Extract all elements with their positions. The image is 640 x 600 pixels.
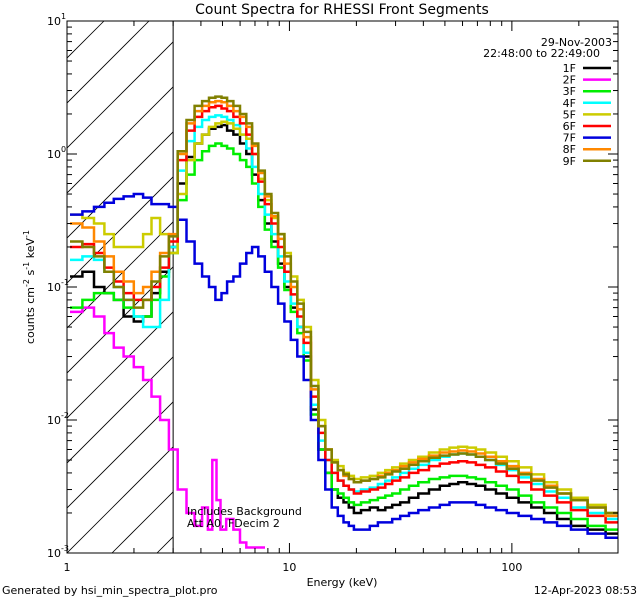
hatch-line: [67, 221, 174, 329]
x-tick-label: 1: [64, 561, 71, 574]
x-tick-label: 10: [282, 561, 296, 574]
y-tick-base: 10: [47, 148, 61, 161]
chart-title: Count Spectra for RHESSI Front Segments: [195, 2, 489, 18]
footer-timestamp: 12-Apr-2023 08:53: [534, 584, 637, 597]
y-tick-exponent: -1: [61, 278, 69, 287]
y-tick-label: 10-3: [47, 544, 69, 560]
legend-label-1F: 1F: [563, 62, 576, 75]
legend-label-9F: 9F: [563, 155, 576, 168]
y-tick-base: 10: [47, 281, 61, 294]
y-tick-base: 10: [47, 15, 61, 28]
legend-label-8F: 8F: [563, 143, 576, 156]
series-line-2F: [70, 306, 265, 549]
observation-date: 29-Nov-2003: [541, 36, 612, 49]
x-axis-label: Energy (keV): [307, 576, 378, 589]
y-tick-base: 10: [47, 547, 61, 560]
hatch-line: [67, 446, 174, 553]
y-label-part-3: keV: [24, 238, 37, 262]
note-attenuator: Att A0, FDecim 2: [187, 517, 280, 530]
series-line-9F: [70, 95, 618, 515]
note-background: Includes Background: [187, 505, 302, 518]
y-tick-exponent: 0: [61, 145, 66, 154]
y-tick-base: 10: [47, 414, 61, 427]
y-label-exp-1: -2: [22, 279, 31, 287]
series-line-8F: [70, 99, 618, 518]
legend-label-7F: 7F: [563, 132, 576, 145]
axis-ticks: [66, 20, 619, 554]
legend-label-3F: 3F: [563, 85, 576, 98]
y-tick-label: 10-2: [47, 411, 69, 427]
y-tick-label: 10-1: [47, 278, 69, 294]
x-tick-label: 100: [501, 561, 522, 574]
legend-label-5F: 5F: [563, 108, 576, 121]
y-label-part-1: counts cm: [24, 287, 37, 344]
y-axis-label: counts cm-2 s-1 keV-1: [22, 230, 37, 344]
footer-generated-by: Generated by hsi_min_spectra_plot.pro: [2, 584, 218, 597]
y-label-exp-3: -1: [22, 230, 31, 238]
y-label-part-2: s: [24, 269, 37, 278]
observation-time-range: 22:48:00 to 22:49:00: [483, 47, 600, 60]
hatch-line: [67, 401, 174, 509]
legend-label-2F: 2F: [563, 74, 576, 87]
y-tick-label: 101: [47, 12, 66, 28]
y-tick-exponent: 1: [61, 12, 66, 21]
series-group: [70, 95, 618, 549]
legend-label-6F: 6F: [563, 120, 576, 133]
y-label-exp-2: -1: [22, 262, 31, 270]
hatch-line: [67, 41, 174, 149]
hatch-line: [67, 86, 174, 194]
y-tick-exponent: -2: [61, 411, 69, 420]
legend-label-4F: 4F: [563, 97, 576, 110]
y-tick-exponent: -3: [61, 544, 69, 553]
y-tick-label: 100: [47, 145, 66, 161]
